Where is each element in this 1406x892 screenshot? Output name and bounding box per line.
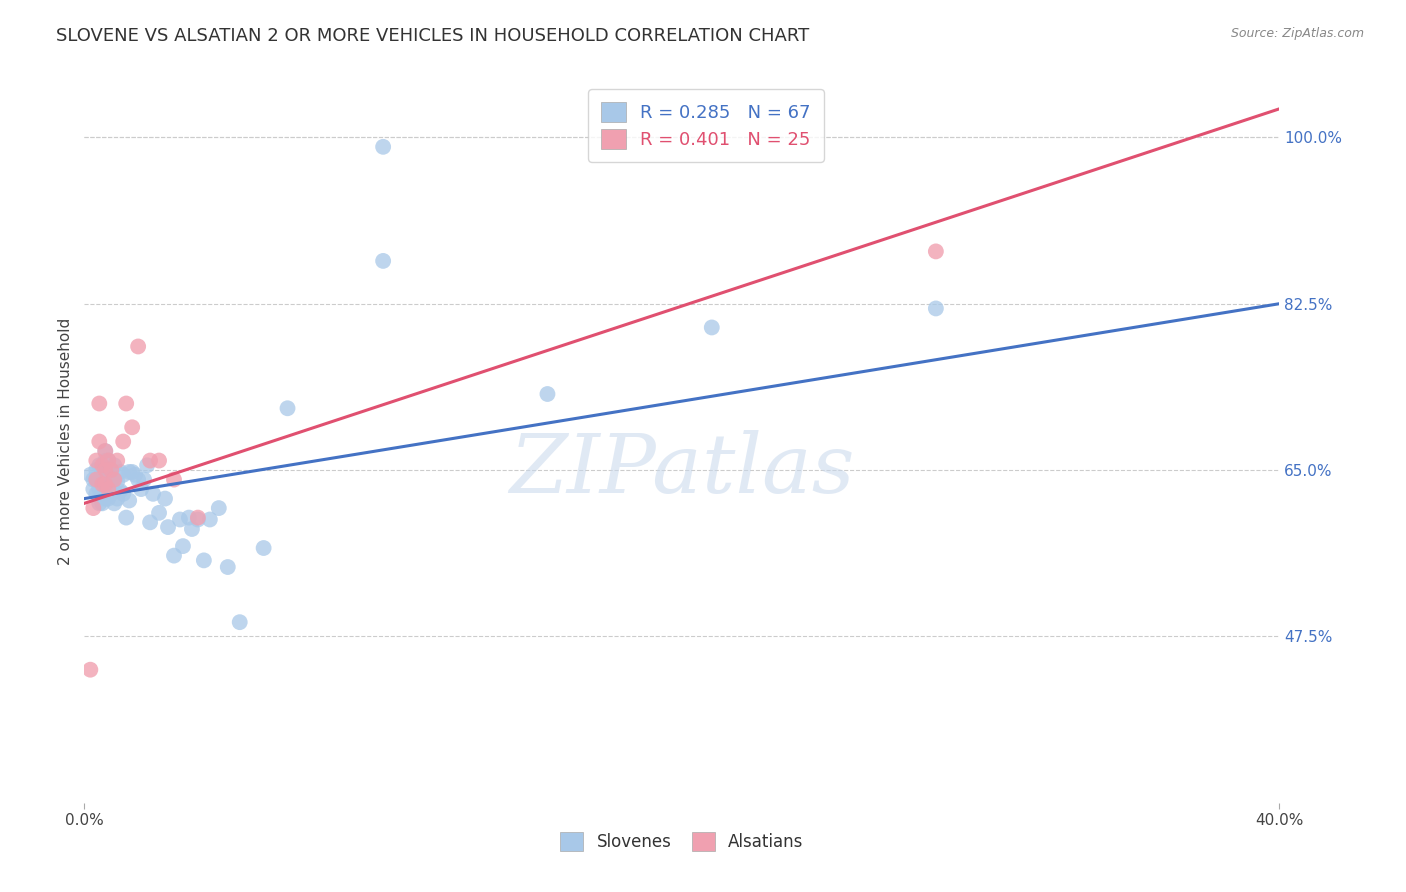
Point [217,560,239,574]
Point [89,473,111,487]
Point [198,512,221,526]
Point [121,465,143,479]
Point [157,520,180,534]
Point [97,467,120,482]
Point [86,463,108,477]
Point [172,539,194,553]
Point [103,496,125,510]
Point [187,510,209,524]
Point [169,512,191,526]
Text: SLOVENE VS ALSATIAN 2 OR MORE VEHICLES IN HOUSEHOLD CORRELATION CHART: SLOVENE VS ALSATIAN 2 OR MORE VEHICLES I… [56,27,810,45]
Point [110,465,132,479]
Text: Source: ZipAtlas.com: Source: ZipAtlas.com [1230,27,1364,40]
Point [153,491,176,506]
Point [91,463,114,477]
Point [94,444,117,458]
Point [91,458,114,473]
Point [103,458,125,473]
Text: ZIPatlas: ZIPatlas [509,431,855,510]
Point [127,473,149,487]
Point [163,473,186,487]
Point [91,477,114,491]
Point [700,320,723,334]
Point [97,482,120,496]
Point [139,453,162,467]
Point [89,434,111,449]
Point [94,482,117,496]
Point [82,473,104,487]
Point [121,420,143,434]
Point [89,482,111,496]
Point [136,458,159,473]
Point [97,453,120,467]
Point [105,491,128,506]
Point [91,496,114,510]
Point [925,301,948,316]
Point [129,482,152,496]
Point [103,473,125,487]
Point [89,396,111,410]
Point [89,496,111,510]
Point [100,487,122,501]
Point [97,453,120,467]
Point [79,663,101,677]
Point [163,549,186,563]
Point [94,463,117,477]
Point [103,473,125,487]
Point [208,501,231,516]
Point [142,487,165,501]
Point [105,475,128,489]
Point [100,475,122,489]
Legend: Slovenes, Alsatians: Slovenes, Alsatians [551,824,813,860]
Point [925,244,948,259]
Point [100,463,122,477]
Y-axis label: 2 or more Vehicles in Household: 2 or more Vehicles in Household [58,318,73,566]
Point [115,510,138,524]
Point [105,453,128,467]
Point [115,396,138,410]
Point [86,473,108,487]
Point [277,401,299,416]
Point [148,506,170,520]
Point [82,482,104,496]
Point [118,465,141,479]
Point [82,501,104,516]
Point [100,463,122,477]
Point [187,512,209,526]
Point [94,477,117,491]
Point [103,483,125,498]
Point [97,491,120,506]
Point [91,477,114,491]
Point [373,253,395,268]
Point [110,483,132,498]
Point [112,434,135,449]
Point [86,453,108,467]
Point [253,541,276,555]
Point [132,473,156,487]
Point [112,487,135,501]
Point [94,444,117,458]
Point [97,482,120,496]
Point [181,522,204,536]
Point [94,491,117,506]
Point [118,493,141,508]
Point [112,467,135,482]
Point [89,458,111,473]
Point [536,387,558,401]
Point [79,467,101,482]
Point [124,467,146,482]
Point [94,453,117,467]
Point [86,487,108,501]
Point [86,473,108,487]
Point [177,510,200,524]
Point [228,615,252,630]
Point [373,140,395,154]
Point [127,339,149,353]
Point [139,516,162,530]
Point [94,467,117,482]
Point [91,487,114,501]
Point [148,453,170,467]
Point [193,553,215,567]
